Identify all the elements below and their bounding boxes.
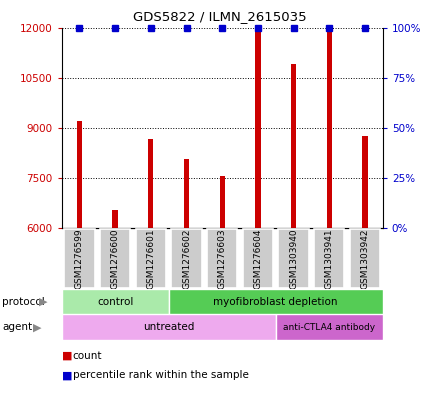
Text: agent: agent bbox=[2, 322, 32, 332]
Bar bbox=[169, 289, 383, 314]
Text: GSM1276601: GSM1276601 bbox=[147, 228, 155, 289]
Text: GSM1303941: GSM1303941 bbox=[325, 228, 334, 289]
Bar bbox=[148, 140, 154, 228]
Bar bbox=[62, 289, 169, 314]
FancyBboxPatch shape bbox=[243, 229, 273, 288]
Text: untreated: untreated bbox=[143, 322, 194, 332]
Text: GSM1303940: GSM1303940 bbox=[289, 228, 298, 289]
Bar bbox=[62, 314, 276, 340]
Text: GDS5822 / ILMN_2615035: GDS5822 / ILMN_2615035 bbox=[133, 10, 307, 23]
Text: GSM1276604: GSM1276604 bbox=[253, 228, 262, 288]
Bar bbox=[362, 136, 368, 228]
Text: ■: ■ bbox=[62, 370, 72, 380]
Bar bbox=[276, 314, 383, 340]
Text: protocol: protocol bbox=[2, 297, 45, 307]
Text: percentile rank within the sample: percentile rank within the sample bbox=[73, 370, 249, 380]
FancyBboxPatch shape bbox=[100, 229, 130, 288]
Text: GSM1276602: GSM1276602 bbox=[182, 228, 191, 288]
Bar bbox=[220, 176, 225, 228]
FancyBboxPatch shape bbox=[64, 229, 95, 288]
Text: control: control bbox=[97, 297, 133, 307]
Bar bbox=[113, 209, 118, 228]
Text: count: count bbox=[73, 351, 102, 361]
FancyBboxPatch shape bbox=[350, 229, 380, 288]
FancyBboxPatch shape bbox=[136, 229, 166, 288]
Bar bbox=[326, 29, 332, 228]
Text: GSM1276599: GSM1276599 bbox=[75, 228, 84, 289]
FancyBboxPatch shape bbox=[279, 229, 309, 288]
Text: ▶: ▶ bbox=[33, 322, 42, 332]
FancyBboxPatch shape bbox=[314, 229, 345, 288]
Text: ▶: ▶ bbox=[39, 297, 48, 307]
Bar bbox=[184, 160, 189, 228]
Text: myofibroblast depletion: myofibroblast depletion bbox=[213, 297, 338, 307]
Bar bbox=[255, 31, 260, 228]
Bar bbox=[77, 121, 82, 228]
Text: GSM1276603: GSM1276603 bbox=[218, 228, 227, 289]
Bar bbox=[291, 64, 296, 228]
FancyBboxPatch shape bbox=[207, 229, 237, 288]
Text: GSM1303942: GSM1303942 bbox=[360, 228, 370, 288]
Text: ■: ■ bbox=[62, 351, 72, 361]
Text: anti-CTLA4 antibody: anti-CTLA4 antibody bbox=[283, 323, 375, 332]
Text: GSM1276600: GSM1276600 bbox=[110, 228, 120, 289]
FancyBboxPatch shape bbox=[171, 229, 202, 288]
